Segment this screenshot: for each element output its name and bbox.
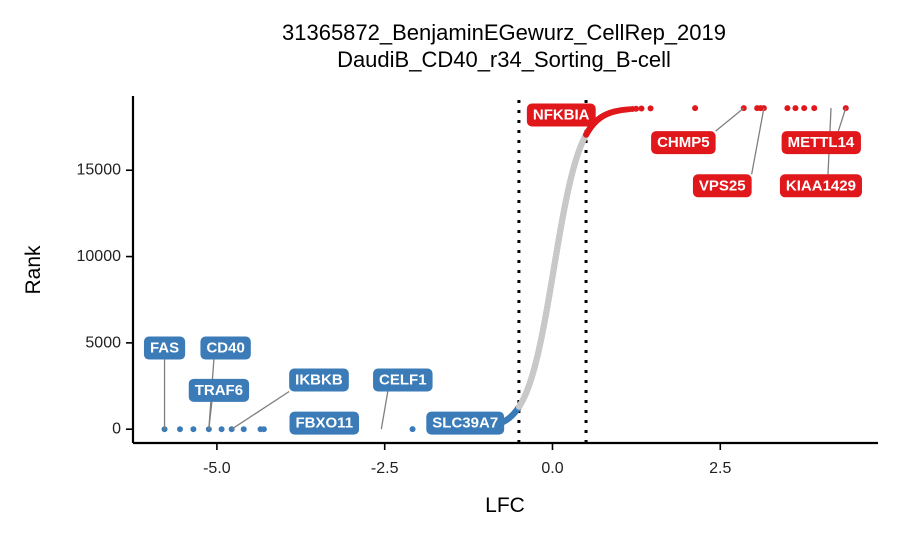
gene-label-mettl14: METTL14 (781, 131, 861, 155)
connector-chmp5 (715, 107, 745, 132)
gene-label-kiaa1429: KIAA1429 (779, 174, 862, 198)
outlier-point-low (176, 426, 183, 433)
gene-label-text: CD40 (206, 340, 244, 357)
gene-label-chmp5: CHMP5 (651, 131, 716, 155)
gene-label-text: NFKBIA (533, 106, 590, 123)
x-tick-label: -2.5 (371, 460, 399, 477)
gene-label-box (143, 336, 186, 360)
outlier-point-high (811, 105, 818, 112)
x-axis-title: LFC (485, 494, 525, 517)
y-axis-title: Rank (22, 245, 45, 295)
gene-label-text: IKBKB (295, 371, 343, 388)
label-connectors (163, 107, 847, 430)
gene-label-text: FBXO11 (296, 415, 354, 432)
outlier-point-low (190, 426, 197, 433)
gene-label-fas: FAS (143, 336, 186, 360)
gene-labels: FAS CD40 TRAF6 IKBKB CELF1 FBXO11 SLC39A7 NFKBI… (143, 103, 862, 435)
gene-label-text: FAS (150, 340, 179, 357)
curve-point (633, 105, 640, 112)
gene-label-box (188, 378, 250, 402)
gene-label-text: SLC39A7 (432, 415, 498, 432)
gene-label-box (781, 131, 861, 155)
x-ticks: -5.0 -2.5 0.0 2.5 (203, 443, 731, 477)
curve-point (409, 426, 416, 433)
gene-label-text: TRAF6 (195, 382, 243, 399)
gene-label-text: METTL14 (788, 134, 855, 151)
outlier-point-high (784, 105, 791, 112)
gene-label-box (692, 174, 752, 198)
outlier-point-low (240, 426, 247, 433)
curve-point (692, 105, 699, 112)
gene-label-cd40: CD40 (200, 336, 251, 360)
gene-label-ikbkb: IKBKB (289, 368, 349, 392)
y-tick-label: 15000 (77, 162, 122, 179)
connector-traf6 (208, 401, 213, 430)
connector-ikbkb (231, 390, 290, 430)
gene-label-box (526, 103, 596, 127)
gene-label-nfkbia: NFKBIA (526, 103, 596, 127)
gene-label-celf1: CELF1 (373, 368, 433, 392)
gene-label-traf6: TRAF6 (188, 378, 250, 402)
gene-label-text: CHMP5 (657, 134, 710, 151)
x-tick-label: 0.0 (541, 460, 563, 477)
gene-label-box (200, 336, 251, 360)
chart-title: 31365872_BenjaminEGewurz_CellRep_2019 (282, 20, 726, 45)
gene-label-box (651, 131, 716, 155)
gene-label-text: VPS25 (699, 177, 746, 194)
gene-label-box (426, 411, 505, 435)
outlier-point-low (260, 426, 267, 433)
connector-mettl14 (837, 107, 847, 132)
gene-label-box (289, 368, 349, 392)
chart-subtitle: DaudiB_CD40_r34_Sorting_B-cell (337, 47, 671, 72)
axes (131, 96, 878, 445)
x-tick-label: 2.5 (709, 460, 731, 477)
y-tick-label: 5000 (85, 334, 121, 351)
gene-label-box (779, 174, 862, 198)
curve-point (647, 105, 654, 112)
y-tick-label: 0 (112, 421, 121, 438)
gene-label-vps25: VPS25 (692, 174, 752, 198)
gene-label-slc39a7: SLC39A7 (426, 411, 505, 435)
outlier-point-low (218, 426, 225, 433)
connector-celf1 (380, 391, 389, 430)
data-points (161, 105, 849, 433)
threshold-lines (517, 100, 588, 443)
y-ticks: 0 5000 10000 15000 (77, 162, 133, 438)
outlier-point-high (792, 105, 799, 112)
gene-label-box (289, 411, 360, 435)
gene-label-fbxo11: FBXO11 (289, 411, 360, 435)
gene-label-box (373, 368, 433, 392)
x-tick-label: -5.0 (203, 460, 231, 477)
y-tick-label: 10000 (77, 248, 122, 265)
outlier-point-high (801, 105, 808, 112)
connector-vps25 (751, 107, 765, 175)
gene-label-text: CELF1 (379, 371, 427, 388)
curve-point (638, 105, 645, 112)
gene-label-text: KIAA1429 (786, 177, 856, 194)
